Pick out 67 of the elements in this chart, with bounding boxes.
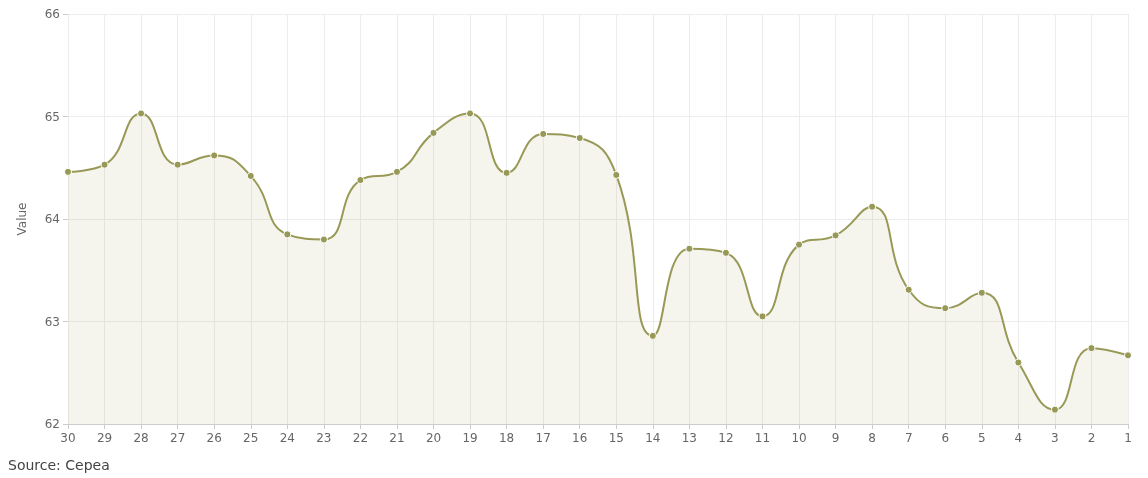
point [721, 248, 730, 257]
point [502, 168, 511, 177]
point [977, 288, 986, 297]
x-tick-label: 29 [96, 431, 113, 445]
y-tick-label: 65 [44, 109, 60, 124]
point [392, 167, 401, 176]
x-tick-label: 6 [941, 431, 950, 445]
x-tick-label: 25 [243, 431, 259, 445]
x-tick-label: 19 [462, 431, 478, 445]
point [831, 231, 840, 240]
x-tick-label: 26 [206, 431, 222, 445]
point [64, 167, 72, 176]
point [868, 202, 877, 211]
x-tick-label: 10 [791, 431, 807, 445]
point [758, 312, 767, 321]
x-tick-label: 30 [60, 431, 76, 445]
y-tick-label: 62 [44, 417, 60, 431]
point [1087, 344, 1096, 353]
x-tick-label: 9 [831, 431, 840, 445]
point [466, 109, 475, 118]
point [210, 151, 219, 160]
point [941, 304, 950, 313]
y-tick-label: 63 [44, 314, 60, 329]
point [685, 244, 694, 253]
point [100, 160, 109, 169]
x-tick-label: 21 [389, 431, 405, 445]
x-tick-label: 17 [535, 431, 551, 445]
x-tick-label: 24 [279, 431, 295, 445]
point [1124, 351, 1132, 360]
x-tick-label: 22 [352, 431, 369, 445]
x-tick-label: 16 [572, 431, 588, 445]
x-tick-label: 13 [681, 431, 698, 445]
x-tick-label: 28 [133, 431, 149, 445]
x-tick-label: 18 [498, 431, 515, 445]
x-tick-label: 3 [1051, 431, 1059, 445]
point [575, 134, 584, 143]
x-tick-label: 20 [425, 431, 442, 445]
point [246, 171, 255, 180]
point [1014, 358, 1023, 367]
point [137, 109, 146, 118]
point [1050, 405, 1059, 414]
point [795, 240, 804, 249]
y-axis-title: Value [15, 202, 29, 236]
point [173, 160, 182, 169]
y-tick-label: 66 [44, 7, 60, 21]
x-tick-label: 23 [316, 431, 332, 445]
x-tick-label: 5 [977, 431, 986, 445]
x-tick-label: 8 [868, 431, 876, 445]
y-tick-label: 64 [44, 212, 60, 226]
x-tick-label: 4 [1014, 431, 1023, 445]
point [612, 170, 621, 179]
source-note: Source: Cepea [8, 457, 110, 473]
x-tick-label: 1 [1124, 431, 1132, 445]
x-tick-label: 11 [754, 431, 771, 445]
x-tick-label: 15 [608, 431, 624, 445]
x-tick-label: 27 [170, 431, 186, 445]
x-tick-label: 2 [1087, 431, 1096, 445]
point [319, 235, 328, 244]
point [429, 128, 438, 137]
point [648, 331, 657, 340]
point [356, 176, 365, 185]
point [904, 285, 913, 294]
x-tick-label: 14 [645, 431, 661, 445]
point [539, 129, 548, 138]
x-tick-label: 7 [904, 431, 913, 445]
point [283, 230, 292, 239]
x-tick-label: 12 [718, 431, 734, 445]
